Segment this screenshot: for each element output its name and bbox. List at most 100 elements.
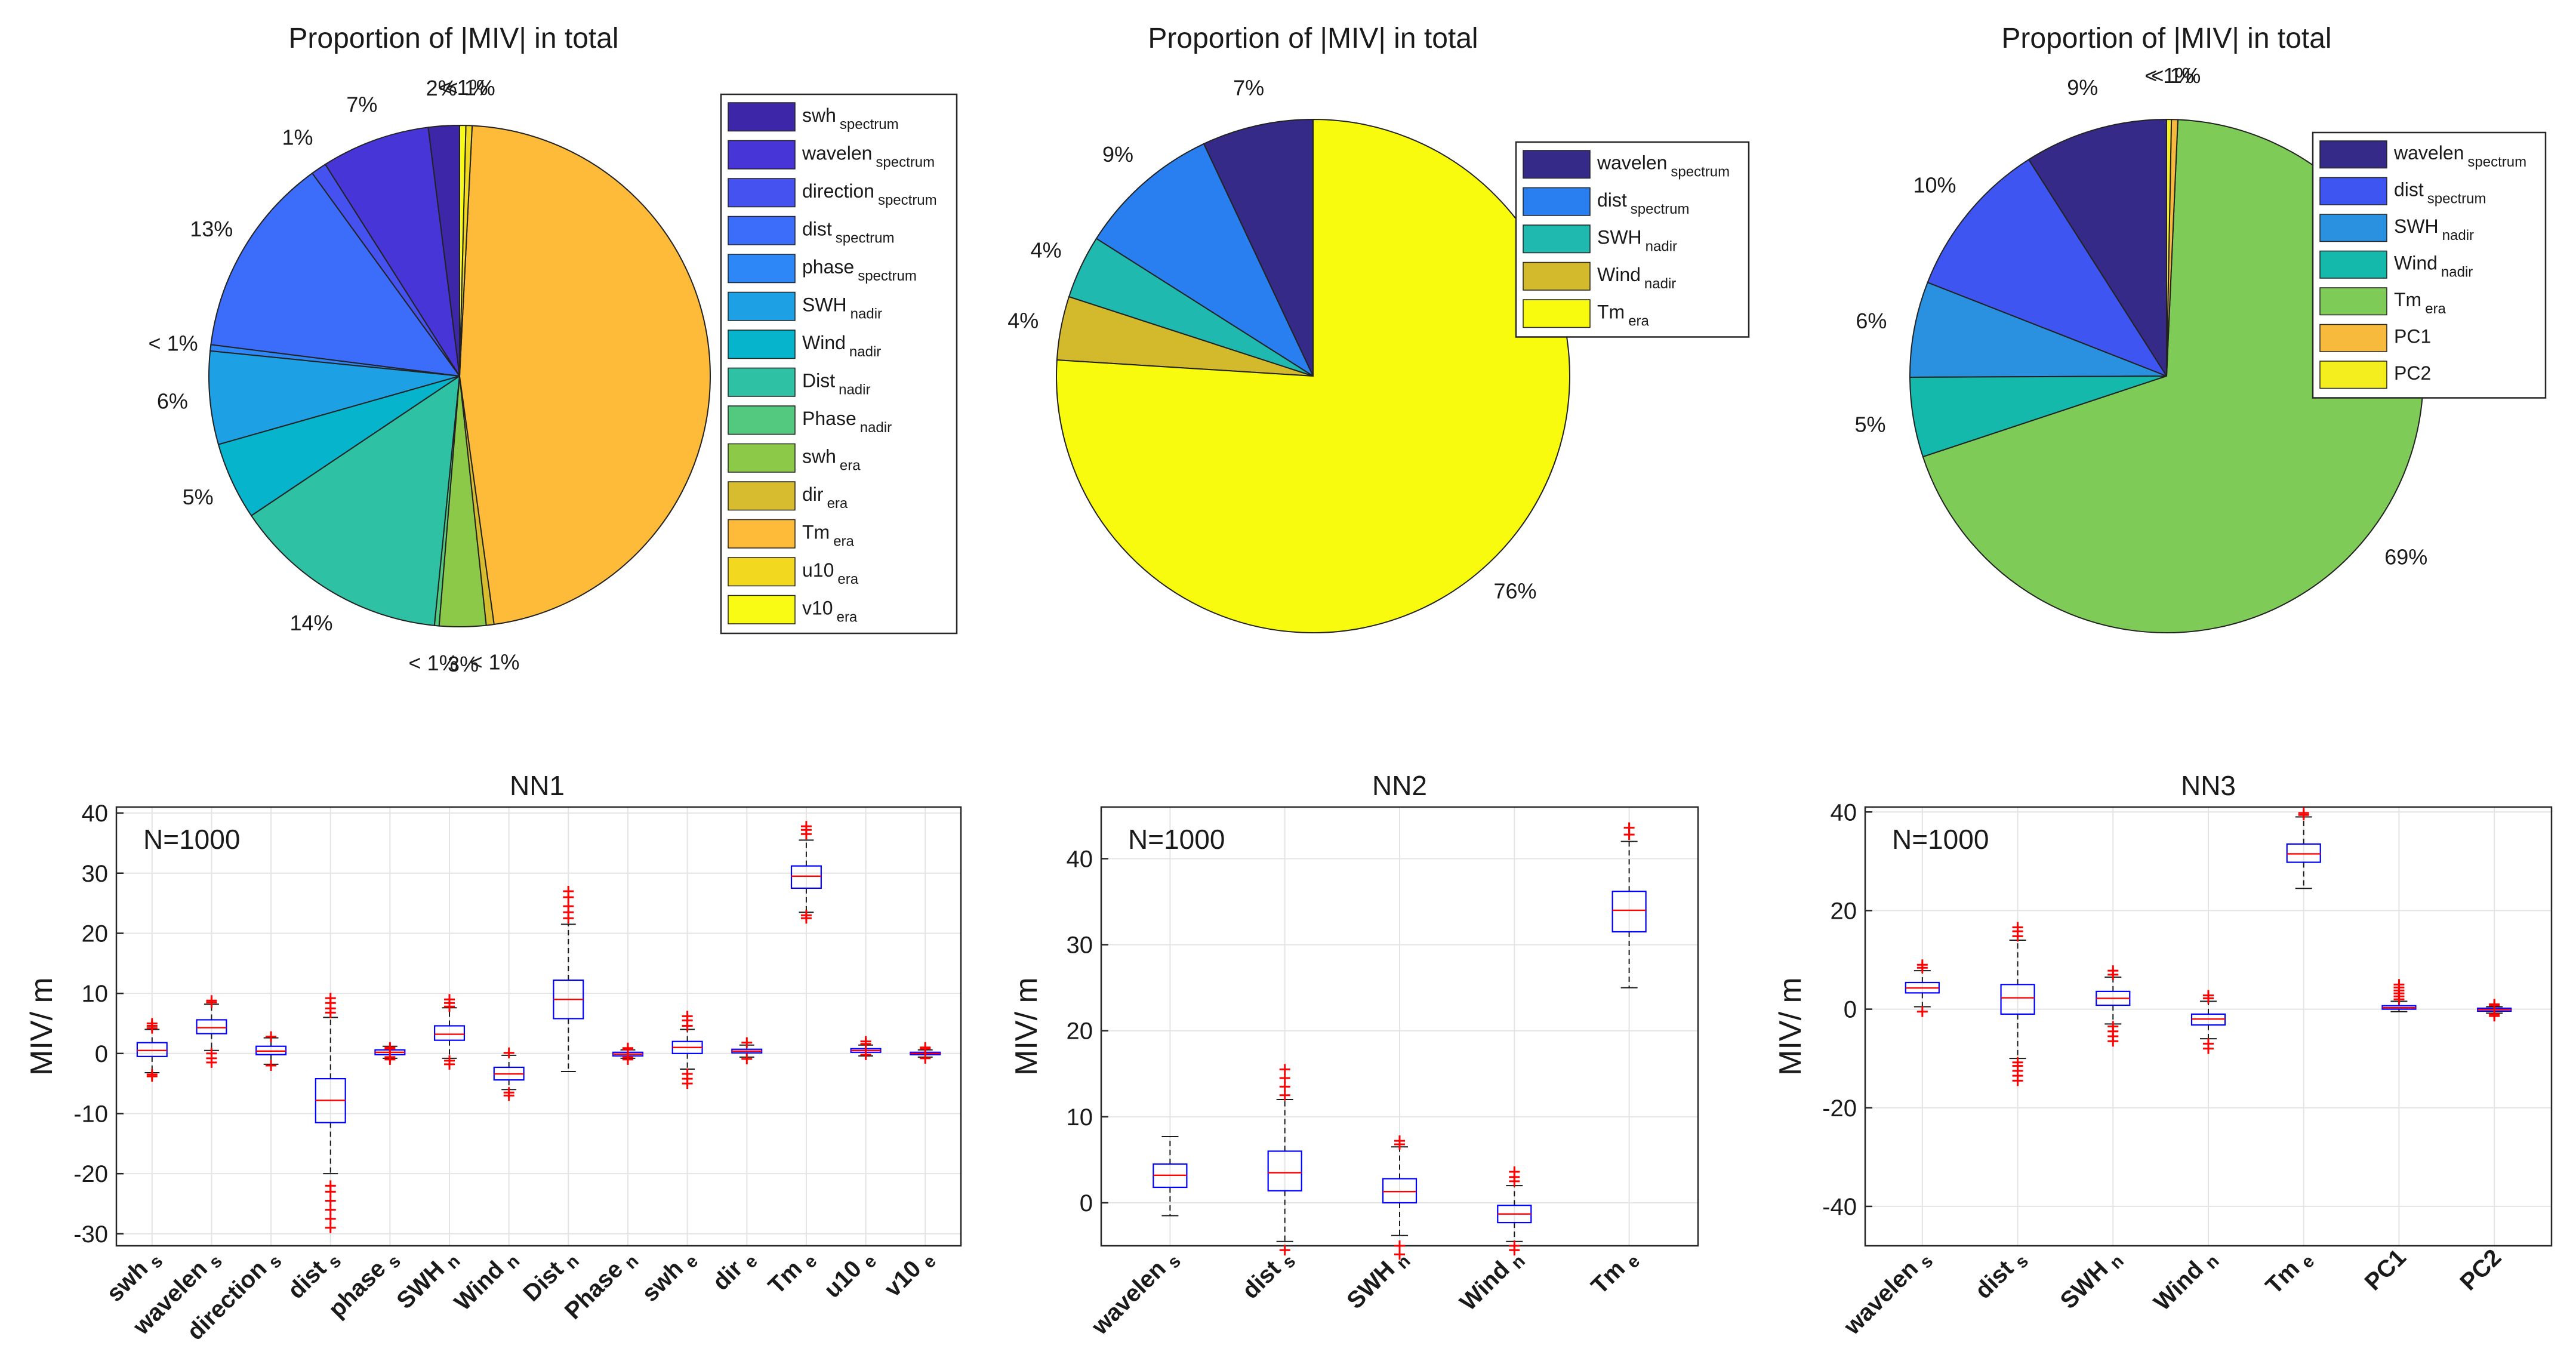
x-tick-name: PC2: [2455, 1244, 2506, 1295]
legend-entry-sub: nadir: [1646, 238, 1677, 254]
x-tick-sub: n: [1508, 1251, 1529, 1273]
legend-swatch: [2319, 287, 2387, 316]
outlier-marker: [146, 1069, 158, 1080]
legend-entry-name: Wind: [1597, 264, 1641, 285]
outlier-marker: [1394, 1240, 1405, 1251]
x-tick-label: SWHn: [392, 1244, 464, 1316]
y-tick-label: 20: [82, 920, 109, 947]
outlier-marker: [325, 1180, 336, 1191]
legend-entry: v10 era: [802, 597, 858, 625]
iqr-box: [1382, 1178, 1418, 1204]
legend-entry-sub: spectrum: [2427, 190, 2486, 207]
legend-entry-sub: nadir: [851, 306, 882, 322]
outlier-marker: [1916, 959, 1928, 971]
pie-slice-swh-nadir: [1909, 281, 2167, 378]
y-tick-label: 0: [1844, 997, 1857, 1023]
outlier-marker: [2393, 979, 2405, 990]
legend-entry: Tm era: [1597, 301, 1650, 329]
outlier-marker: [325, 1213, 336, 1224]
outlier-marker: [444, 1055, 455, 1066]
x-tick-label: swhe: [637, 1244, 702, 1309]
outlier-marker: [920, 1052, 931, 1064]
legend-entry-sub: spectrum: [1631, 201, 1690, 217]
x-tick-name: wavelen: [1838, 1255, 1923, 1340]
x-tick-name: swh: [101, 1255, 153, 1307]
legend-swatch: [1523, 224, 1591, 254]
x-tick-label: dire: [707, 1244, 761, 1298]
legend-swatch: [728, 405, 796, 435]
legend-swatch: [728, 140, 796, 170]
x-tick-label: wavelens: [1838, 1244, 1937, 1343]
x-tick-sub: s: [265, 1251, 286, 1272]
legend-entry-sub: spectrum: [876, 154, 935, 170]
y-axis-label: MIV/ m: [1009, 977, 1044, 1076]
legend-entry-name: Tm: [802, 521, 830, 543]
outlier-marker: [384, 1042, 396, 1053]
x-tick-name: wavelen: [1086, 1255, 1171, 1340]
y-tick-label: -20: [73, 1161, 108, 1187]
legend-entry-name: u10: [802, 559, 834, 581]
pie-percent-label: 5%: [1854, 412, 1885, 436]
outlier-marker: [622, 1042, 633, 1054]
legend-entry-sub: nadir: [839, 381, 870, 398]
legend-swatch: [728, 291, 796, 321]
pie-slice-swh-nadir: [208, 350, 460, 445]
plot-area: [116, 807, 961, 1246]
x-tick-name: Dist: [518, 1256, 569, 1307]
x-tick-name: SWH: [1342, 1256, 1400, 1314]
y-tick-label: -10: [73, 1101, 108, 1127]
outlier-marker: [325, 993, 336, 1004]
outlier-marker: [325, 1222, 336, 1233]
legend-entry-name: PC1: [2394, 325, 2431, 347]
iqr-box: [1267, 1150, 1302, 1191]
legend-entry-sub: era: [833, 533, 854, 549]
x-tick-label: Tme: [763, 1244, 821, 1302]
outlier-marker: [1279, 1064, 1290, 1075]
pie-percent-label: 6%: [1856, 309, 1887, 333]
outlier-marker: [860, 1036, 871, 1047]
legend-entry: Dist nadir: [802, 370, 870, 398]
legend-entry: u10 era: [802, 559, 859, 587]
legend-entry-sub: nadir: [1644, 276, 1676, 292]
legend-entry: dist spectrum: [802, 218, 895, 246]
legend-entry-name: SWH: [1597, 226, 1642, 248]
x-tick-name: dist: [1237, 1255, 1286, 1304]
pie-percent-label: < 1%: [409, 651, 458, 675]
legend-entry-sub: era: [2425, 301, 2446, 317]
outlier-marker: [503, 1087, 514, 1098]
pie-chart-1: Proportion of |MIV| in total 2% 7% 1% 13% < 1…: [149, 23, 958, 676]
x-tick-label: Windn: [2149, 1244, 2223, 1318]
legend-entry-name: direction: [802, 180, 874, 202]
legend-entry-name: swh: [802, 104, 836, 126]
legend-entry-name: v10: [802, 597, 833, 618]
pie-percent-label: 6%: [157, 389, 188, 413]
x-tick-name: PC1: [2360, 1244, 2411, 1295]
outlier-marker: [1394, 1135, 1405, 1147]
x-tick-label: Windn: [449, 1244, 523, 1318]
legend-swatch: [728, 330, 796, 359]
outlier-marker: [2298, 807, 2309, 818]
y-tick-label: -20: [1822, 1095, 1857, 1122]
pie-slice-dist-spectrum: [1927, 158, 2168, 378]
pie-percent-label: 3%: [448, 652, 479, 676]
legend-swatch: [1523, 150, 1591, 179]
legend-swatch: [1523, 187, 1591, 216]
legend-swatch: [2319, 250, 2387, 279]
outlier-marker: [146, 1018, 158, 1029]
legend-entry: dir era: [802, 484, 848, 512]
outlier-marker: [1509, 1166, 1520, 1178]
legend-swatch: [728, 557, 796, 587]
pie-slice-tm-era: [1056, 118, 1570, 633]
legend-entry: Phase nadir: [802, 408, 892, 436]
outlier-marker: [800, 821, 812, 832]
legend-entry: SWH nadir: [2394, 215, 2474, 244]
x-tick-sub: e: [859, 1251, 880, 1272]
y-tick-label: -40: [1822, 1194, 1857, 1220]
outlier-marker: [266, 1060, 277, 1071]
iqr-box: [2286, 843, 2321, 863]
outlier-marker: [325, 1195, 336, 1206]
iqr-box: [196, 1019, 227, 1034]
pie-title: Proportion of |MIV| in total: [288, 23, 618, 54]
x-tick-sub: e: [919, 1251, 940, 1272]
